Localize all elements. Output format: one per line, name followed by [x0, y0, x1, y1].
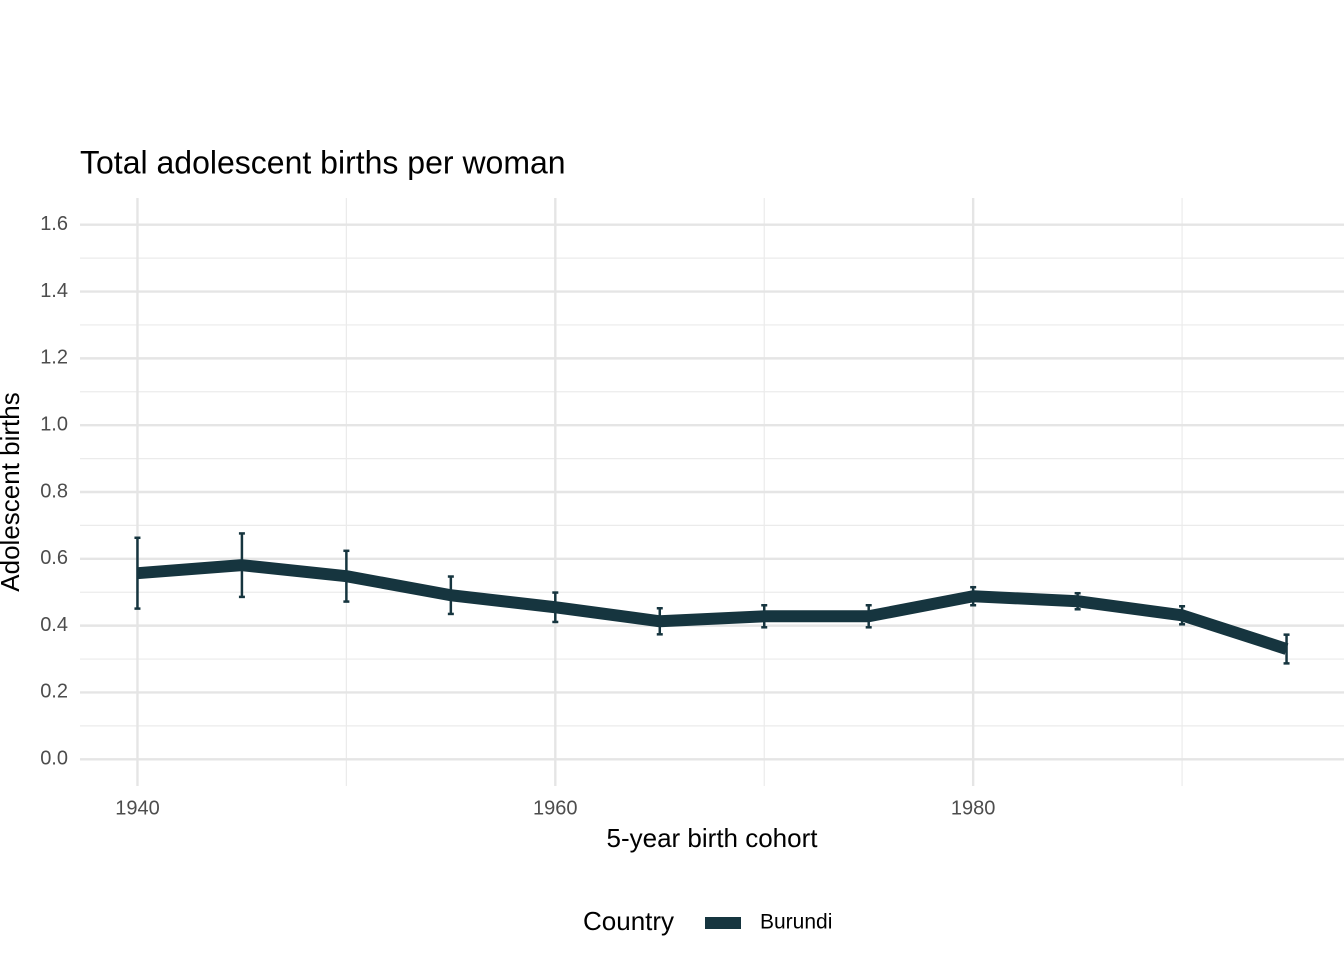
- legend-title: Country: [583, 906, 674, 936]
- y-tick-label: 0.8: [40, 480, 68, 502]
- chart-title: Total adolescent births per woman: [80, 144, 566, 180]
- x-tick-label: 1940: [115, 797, 160, 819]
- y-axis-title: Adolescent births: [0, 392, 25, 591]
- line: [136, 559, 1289, 655]
- y-tick-label: 0.4: [40, 614, 68, 636]
- y-tick-label: 1.6: [40, 213, 68, 235]
- legend-label: Burundi: [760, 911, 832, 934]
- y-tick-label: 0.2: [40, 681, 68, 703]
- y-tick-label: 0.0: [40, 748, 68, 770]
- y-tick-label: 1.4: [40, 280, 68, 302]
- y-tick-label: 1.0: [40, 413, 68, 435]
- y-tick-label: 0.6: [40, 547, 68, 569]
- y-tick-label: 1.2: [40, 347, 68, 369]
- x-tick-label: 1960: [533, 797, 578, 819]
- x-axis-title: 5-year birth cohort: [607, 823, 819, 853]
- x-tick-label: 1980: [951, 797, 996, 819]
